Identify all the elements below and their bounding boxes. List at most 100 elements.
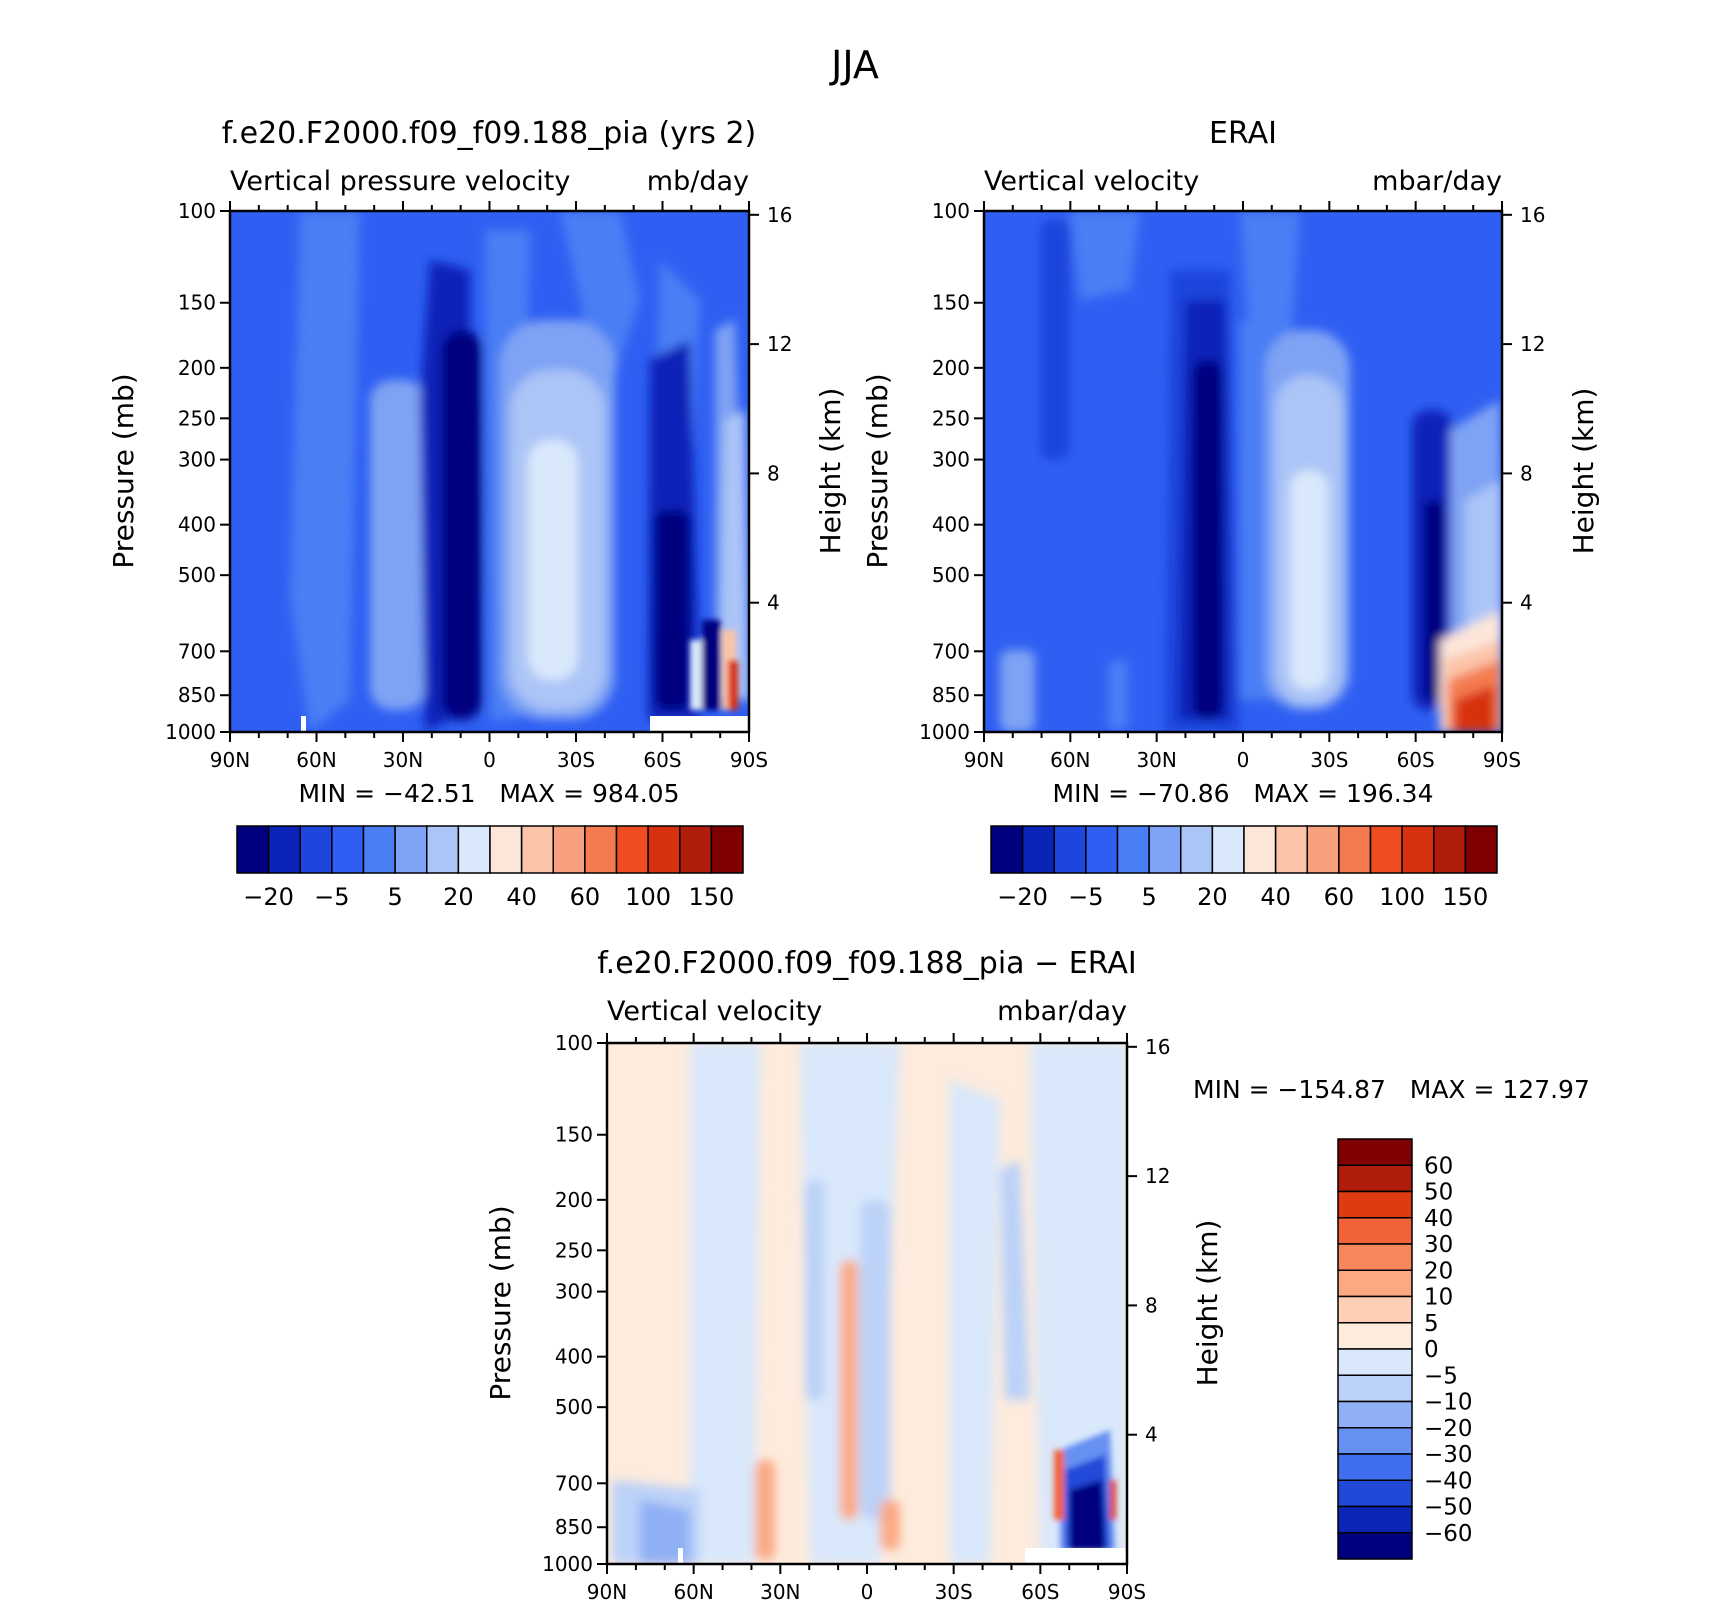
colorbar-cell <box>710 825 744 874</box>
panel-model-units-label: mb/day <box>647 166 749 197</box>
colorbar-cell <box>1401 825 1435 874</box>
colorbar-label: −60 <box>1424 1521 1473 1547</box>
height-tick-label: 8 <box>1145 1293 1158 1317</box>
x-tick-label: 90S <box>1108 1580 1146 1601</box>
colorbar-cell <box>1337 1243 1413 1271</box>
x-tick-label: 30S <box>935 1580 973 1601</box>
y-tick-label: 700 <box>932 639 970 663</box>
colorbar-label: −5 <box>1424 1363 1458 1389</box>
panel-diff-ylabel: Pressure (mb) <box>484 1205 517 1400</box>
x-tick-label: 60N <box>1050 748 1090 772</box>
height-tick-label: 16 <box>1520 203 1545 227</box>
y-tick-label: 250 <box>932 406 970 430</box>
colorbar-label: 5 <box>1141 883 1156 911</box>
colorbar-cell <box>1433 825 1467 874</box>
colorbar-cell <box>1243 825 1277 874</box>
x-tick-label: 30N <box>383 748 423 772</box>
panel-obs-header: ERAI <box>1209 116 1277 151</box>
panel-model-variable-label: Vertical pressure velocity <box>230 166 570 197</box>
y-tick-label: 200 <box>555 1188 593 1212</box>
y-tick-label: 150 <box>932 291 970 315</box>
panel-model-header: f.e20.F2000.f09_f09.188_pia (yrs 2) <box>222 116 757 151</box>
panel-diff: f.e20.F2000.f09_f09.188_pia − ERAI Verti… <box>484 946 1590 1601</box>
colorbar-cell <box>1337 1505 1413 1534</box>
y-tick-label: 400 <box>555 1345 593 1369</box>
colorbar-label: 40 <box>1260 883 1291 911</box>
colorbar-label: 50 <box>1424 1180 1453 1206</box>
colorbar-label: −20 <box>1424 1416 1473 1442</box>
height-tick-label: 16 <box>1145 1035 1170 1059</box>
panel-obs-stats: MIN = −70.86 MAX = 196.34 <box>1053 779 1434 808</box>
colorbar-label: 40 <box>506 883 537 911</box>
colorbar-label: 40 <box>1424 1206 1453 1232</box>
colorbar-cell <box>1306 825 1340 874</box>
y-tick-label: 1000 <box>542 1552 593 1576</box>
x-tick-label: 90S <box>1483 748 1521 772</box>
colorbar-label: 150 <box>1442 883 1488 911</box>
panel-model-ylabel: Pressure (mb) <box>107 373 140 568</box>
colorbar-cell <box>426 825 460 874</box>
panel-obs-ylabel: Pressure (mb) <box>861 373 894 568</box>
height-tick-label: 4 <box>767 591 780 615</box>
colorbar-cell <box>1085 825 1119 874</box>
colorbar-cell <box>1337 1190 1413 1219</box>
colorbar-cell <box>1337 1479 1413 1508</box>
panel-diff-variable-label: Vertical velocity <box>607 996 822 1027</box>
y-tick-label: 1000 <box>919 720 970 744</box>
panel-obs-contour-field <box>984 211 1502 732</box>
x-tick-label: 90N <box>210 748 250 772</box>
colorbar-cell <box>1464 825 1498 874</box>
colorbar-cell <box>679 825 713 874</box>
panel-diff-units-label: mbar/day <box>997 996 1127 1027</box>
height-tick-label: 4 <box>1145 1423 1158 1447</box>
colorbar-cell <box>1369 825 1403 874</box>
y-tick-label: 850 <box>555 1515 593 1539</box>
panel-diff-header: f.e20.F2000.f09_f09.188_pia − ERAI <box>597 946 1136 981</box>
colorbar-cell <box>1337 1295 1413 1324</box>
height-tick-label: 12 <box>1520 332 1545 356</box>
x-tick-label: 30N <box>1136 748 1176 772</box>
y-tick-label: 300 <box>555 1280 593 1304</box>
y-tick-label: 500 <box>555 1395 593 1419</box>
colorbar-label: 60 <box>570 883 601 911</box>
colorbar-cell <box>362 825 396 874</box>
colorbar-label: −20 <box>243 883 294 911</box>
height-tick-label: 12 <box>767 332 792 356</box>
panel-model-axes: 100 150 200 250 300 400 500 700 850 1000 90N 60N 30N… <box>165 199 792 772</box>
colorbar-cell <box>1337 1532 1413 1560</box>
y-tick-label: 850 <box>932 683 970 707</box>
colorbar-label: −50 <box>1424 1495 1473 1521</box>
colorbar-label: 5 <box>387 883 402 911</box>
colorbar-label: 20 <box>1197 883 1228 911</box>
panel-diff-ylabel-right: Height (km) <box>1191 1220 1224 1387</box>
colorbar-label: −30 <box>1424 1442 1473 1468</box>
colorbar-cell <box>331 825 365 874</box>
panel-diff-contour-field <box>607 1043 1127 1564</box>
colorbar-label: 30 <box>1424 1232 1453 1258</box>
colorbar-cell <box>647 825 681 874</box>
x-tick-label: 60S <box>643 748 681 772</box>
colorbar-cell <box>552 825 586 874</box>
x-tick-label: 30S <box>1310 748 1348 772</box>
y-tick-label: 700 <box>555 1471 593 1495</box>
colorbar-cell <box>1053 825 1087 874</box>
colorbar-label: −10 <box>1424 1390 1473 1416</box>
x-tick-label: 90N <box>964 748 1004 772</box>
x-tick-label: 60N <box>673 1580 713 1601</box>
figure-title: JJA <box>829 43 879 87</box>
y-tick-label: 300 <box>178 448 216 472</box>
colorbar-label: −20 <box>997 883 1048 911</box>
colorbar-label: 60 <box>1324 883 1355 911</box>
colorbar-cell <box>1337 1453 1413 1481</box>
colorbar-cell <box>1337 1322 1413 1350</box>
x-tick-label: 0 <box>861 1580 874 1601</box>
y-tick-label: 150 <box>178 291 216 315</box>
colorbar-label: −40 <box>1424 1468 1473 1494</box>
colorbar-cell <box>236 825 270 874</box>
panel-diff-stats: MIN = −154.87 MAX = 127.97 <box>1193 1075 1590 1104</box>
panel-diff-axes: 100 150 200 250 300 400 500 700 850 1000 90N 60N 30N… <box>542 1031 1170 1601</box>
x-tick-label: 0 <box>483 748 496 772</box>
x-tick-label: 30N <box>760 1580 800 1601</box>
colorbar-cell <box>1116 825 1150 874</box>
